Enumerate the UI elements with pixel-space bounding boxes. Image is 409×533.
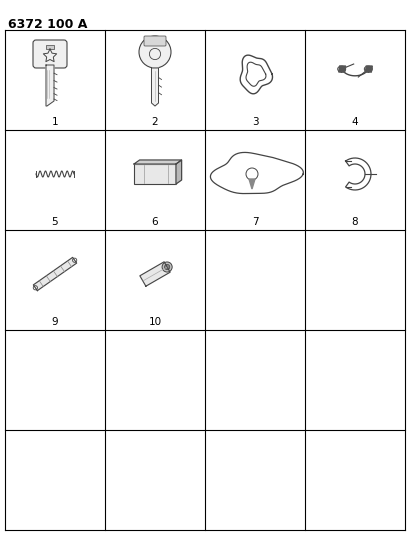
Text: 1: 1 bbox=[52, 117, 58, 127]
Circle shape bbox=[139, 36, 171, 68]
Text: 5: 5 bbox=[52, 217, 58, 227]
Text: 9: 9 bbox=[52, 317, 58, 327]
Polygon shape bbox=[151, 68, 158, 106]
Text: 7: 7 bbox=[251, 217, 258, 227]
Polygon shape bbox=[139, 262, 170, 286]
Text: 3: 3 bbox=[251, 117, 258, 127]
Text: 4: 4 bbox=[351, 117, 357, 127]
Polygon shape bbox=[134, 160, 181, 164]
Polygon shape bbox=[364, 66, 371, 72]
Polygon shape bbox=[248, 179, 254, 189]
Polygon shape bbox=[46, 65, 54, 106]
Text: 2: 2 bbox=[151, 117, 158, 127]
Circle shape bbox=[162, 262, 172, 272]
Text: 6372 100 A: 6372 100 A bbox=[8, 18, 87, 31]
Polygon shape bbox=[338, 66, 345, 72]
Circle shape bbox=[164, 264, 169, 270]
Bar bbox=[46, 45, 54, 49]
Text: 8: 8 bbox=[351, 217, 357, 227]
Text: 10: 10 bbox=[148, 317, 161, 327]
Text: 6: 6 bbox=[151, 217, 158, 227]
FancyBboxPatch shape bbox=[33, 40, 67, 68]
Polygon shape bbox=[175, 160, 181, 184]
Polygon shape bbox=[33, 257, 76, 290]
FancyBboxPatch shape bbox=[134, 164, 175, 184]
FancyBboxPatch shape bbox=[144, 36, 166, 46]
